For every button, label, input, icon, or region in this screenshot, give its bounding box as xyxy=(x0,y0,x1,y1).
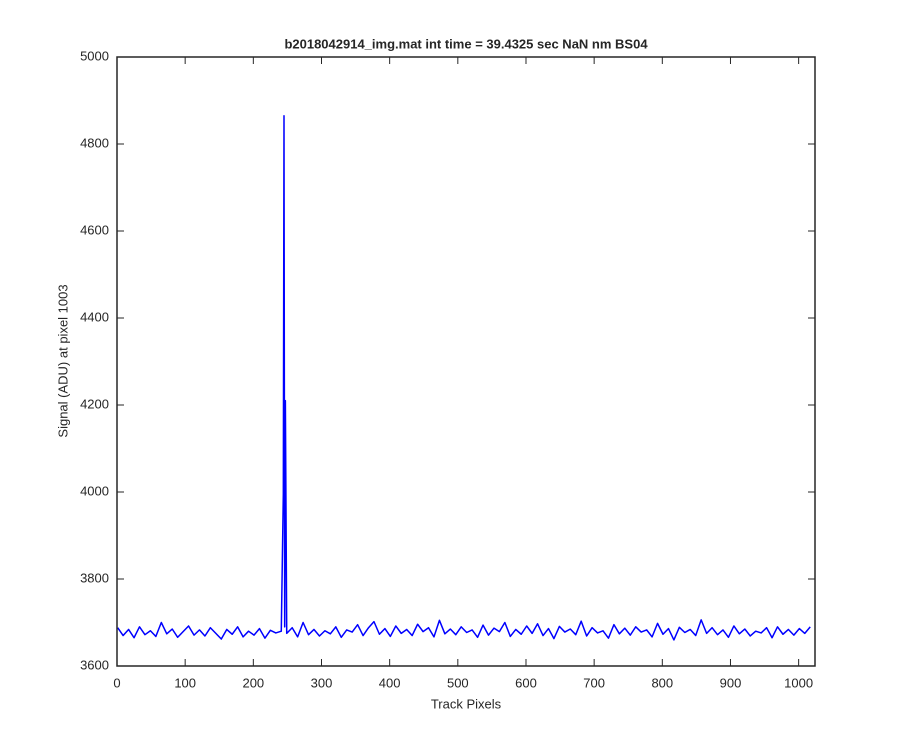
chart-title: b2018042914_img.mat int time = 39.4325 s… xyxy=(284,36,648,51)
x-tick-label: 1000 xyxy=(784,675,813,690)
y-tick-label: 4200 xyxy=(80,396,109,411)
x-axis-label: Track Pixels xyxy=(431,696,502,711)
x-tick-label: 0 xyxy=(113,675,120,690)
y-tick-label: 3800 xyxy=(80,570,109,585)
x-tick-label: 700 xyxy=(583,675,605,690)
y-tick-label: 4600 xyxy=(80,222,109,237)
x-tick-label: 400 xyxy=(379,675,401,690)
x-tick-label: 300 xyxy=(311,675,333,690)
y-tick-label: 4800 xyxy=(80,135,109,150)
x-tick-label: 800 xyxy=(651,675,673,690)
y-tick-label: 4400 xyxy=(80,309,109,324)
x-tick-label: 200 xyxy=(242,675,264,690)
x-tick-label: 500 xyxy=(447,675,469,690)
y-tick-label: 5000 xyxy=(80,48,109,63)
x-tick-label: 900 xyxy=(720,675,742,690)
data-line xyxy=(117,114,811,641)
y-tick-label: 4000 xyxy=(80,483,109,498)
y-axis-label: Signal (ADU) at pixel 1003 xyxy=(55,284,70,437)
axes-box xyxy=(116,56,816,667)
x-tick-label: 600 xyxy=(515,675,537,690)
y-tick-label: 3600 xyxy=(80,657,109,672)
x-tick-label: 100 xyxy=(174,675,196,690)
